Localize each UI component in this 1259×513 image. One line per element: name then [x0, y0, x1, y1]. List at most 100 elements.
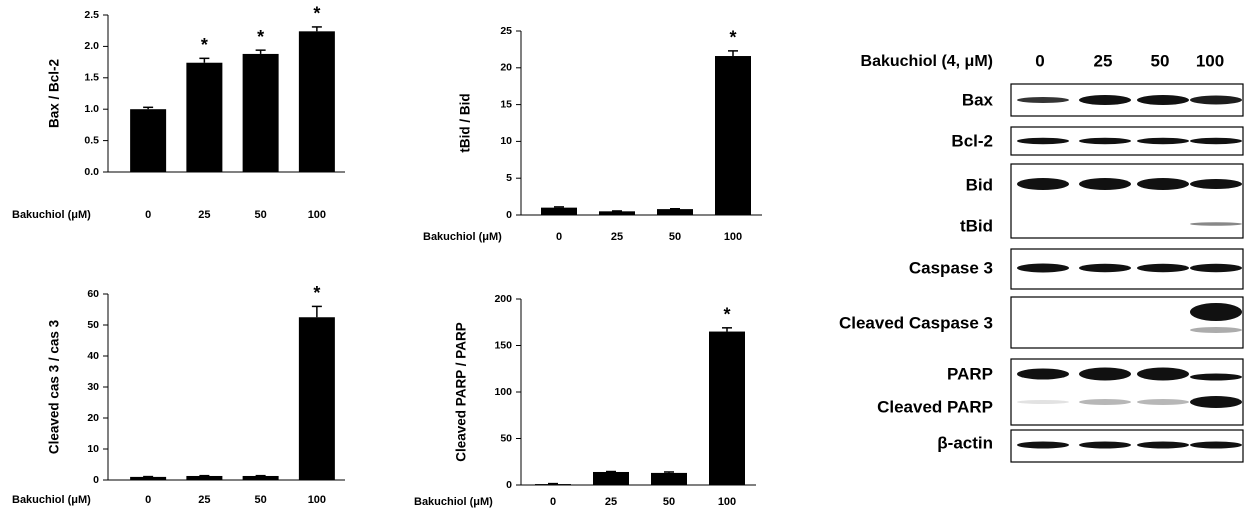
blot-band — [1017, 400, 1069, 404]
significance-mark: * — [201, 35, 208, 55]
blot-band — [1079, 368, 1131, 381]
blot-band — [1017, 369, 1069, 380]
y-tick-label: 40 — [87, 350, 99, 362]
y-axis-title: tBid / Bid — [458, 93, 473, 152]
blot-band — [1190, 374, 1242, 381]
row-label: Bcl-2 — [951, 131, 993, 150]
x-tick-label: 25 — [198, 209, 210, 221]
y-tick-label: 0 — [506, 479, 512, 491]
bar — [243, 476, 279, 480]
row-label: tBid — [960, 216, 993, 235]
blot-band — [1079, 95, 1131, 105]
y-tick-label: 5 — [506, 172, 512, 184]
x-tick-label: 50 — [255, 494, 267, 506]
y-tick-label: 100 — [494, 386, 512, 398]
blot-band — [1079, 178, 1131, 190]
bar — [651, 473, 687, 485]
y-tick-label: 20 — [500, 62, 512, 74]
x-tick-label: 25 — [198, 494, 210, 506]
x-axis-title: Bakuchiol (μM) — [423, 231, 502, 243]
row-label: PARP — [947, 364, 993, 383]
blot-band — [1017, 264, 1069, 273]
blot-band — [1137, 399, 1189, 405]
blot-band — [1017, 138, 1069, 144]
bar — [243, 54, 279, 172]
bar — [299, 31, 335, 172]
figure: 0.00.51.01.52.02.5Bax / Bcl-2Bakuchiol (… — [0, 0, 1259, 513]
x-axis-title: Bakuchiol (μM) — [12, 494, 91, 506]
y-tick-label: 60 — [87, 288, 99, 300]
bar — [593, 472, 629, 485]
blot-band — [1190, 442, 1242, 449]
bar — [186, 476, 222, 480]
x-axis-title: Bakuchiol (μM) — [12, 209, 91, 221]
bar — [709, 332, 745, 485]
y-axis-title: Cleaved cas 3 / cas 3 — [47, 319, 62, 454]
x-tick-label: 25 — [611, 231, 623, 243]
blot-band — [1137, 442, 1189, 449]
blot-band — [1137, 368, 1189, 381]
lane-label: 0 — [1035, 51, 1044, 70]
row-label: Cleaved Caspase 3 — [839, 313, 993, 332]
x-tick-label: 0 — [145, 209, 151, 221]
blot-band — [1190, 138, 1242, 144]
blot-band — [1137, 138, 1189, 144]
y-tick-label: 30 — [87, 381, 99, 393]
blot-band — [1017, 178, 1069, 190]
y-tick-label: 50 — [87, 319, 99, 331]
bar — [130, 109, 166, 172]
y-tick-label: 15 — [500, 98, 512, 110]
blot-title: Bakuchiol (4, μM) — [861, 53, 993, 70]
lane-label: 50 — [1151, 51, 1170, 70]
row-label: Cleaved PARP — [877, 397, 993, 416]
blot-band — [1137, 264, 1189, 272]
y-tick-label: 0 — [93, 474, 99, 486]
bar — [299, 317, 335, 480]
bar — [186, 63, 222, 172]
x-tick-label: 0 — [556, 231, 562, 243]
y-tick-label: 0.5 — [84, 134, 99, 146]
y-tick-label: 150 — [494, 339, 512, 351]
bar-chart: 0 10 20 30 40 50 60 Cleaved cas 3 / cas 3 Bakuch… — [12, 283, 345, 506]
x-tick-label: 0 — [550, 496, 556, 508]
bar — [130, 477, 166, 480]
y-axis-title: Bax / Bcl-2 — [47, 59, 62, 128]
x-tick-label: 100 — [718, 496, 736, 508]
x-tick-label: 0 — [145, 494, 151, 506]
y-tick-label: 0.0 — [84, 166, 99, 178]
blot-band — [1190, 303, 1242, 321]
significance-mark: * — [729, 28, 736, 48]
y-tick-label: 25 — [500, 25, 512, 37]
x-tick-label: 50 — [669, 231, 681, 243]
y-tick-label: 20 — [87, 412, 99, 424]
blot-band — [1137, 95, 1189, 105]
y-tick-label: 1.5 — [84, 72, 99, 84]
blot-band — [1190, 396, 1242, 408]
x-tick-label: 100 — [308, 494, 326, 506]
blot-band — [1079, 442, 1131, 449]
y-tick-label: 2.0 — [84, 40, 99, 52]
blot-band — [1137, 178, 1189, 190]
y-tick-label: 50 — [500, 432, 512, 444]
blot-band — [1079, 264, 1131, 272]
blot-band — [1017, 442, 1069, 449]
blot-band — [1017, 97, 1069, 103]
x-tick-label: 100 — [308, 209, 326, 221]
y-tick-label: 1.0 — [84, 103, 99, 115]
blot-band — [1190, 327, 1242, 333]
blot-band — [1190, 96, 1242, 105]
x-tick-label: 50 — [255, 209, 267, 221]
y-tick-label: 10 — [87, 443, 99, 455]
bar — [657, 209, 693, 215]
row-label: Bid — [966, 175, 993, 194]
blot-band — [1190, 264, 1242, 272]
x-axis-title: Bakuchiol (μM) — [414, 496, 493, 508]
y-tick-label: 10 — [500, 135, 512, 147]
row-label: Caspase 3 — [909, 258, 993, 277]
bar — [541, 208, 577, 215]
significance-mark: * — [313, 4, 320, 24]
significance-mark: * — [313, 283, 320, 303]
